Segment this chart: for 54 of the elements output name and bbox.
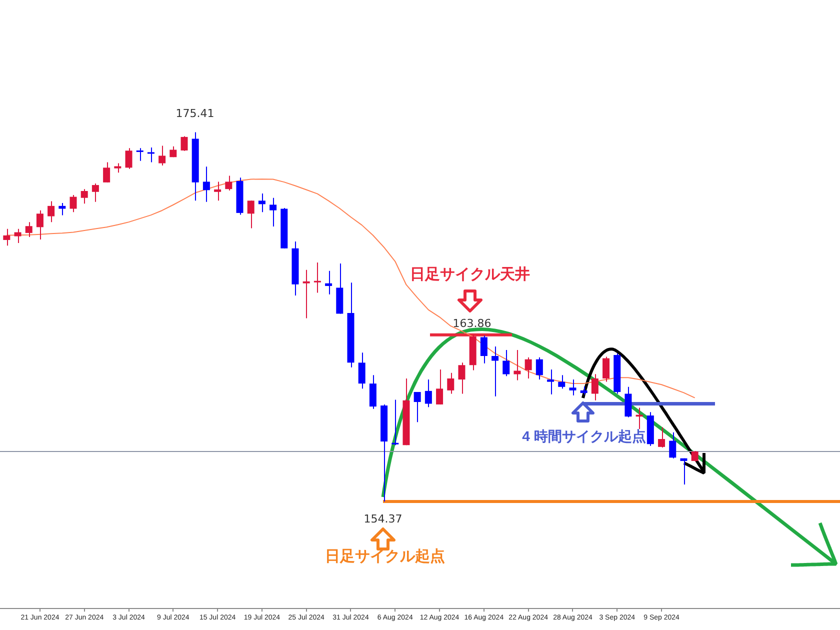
candlestick bbox=[669, 432, 676, 459]
candlestick bbox=[447, 372, 454, 394]
candlestick bbox=[514, 350, 521, 381]
candlestick bbox=[3, 228, 10, 246]
candlestick bbox=[392, 399, 399, 446]
annotation: 4 時間サイクル起点 bbox=[522, 428, 646, 444]
candlestick bbox=[302, 269, 310, 319]
candlestick bbox=[114, 162, 122, 174]
text: 日足サイクル起点 bbox=[325, 548, 445, 566]
candlestick bbox=[502, 350, 510, 377]
candlestick bbox=[691, 450, 698, 462]
annotation: 日足サイクル天井 bbox=[410, 266, 530, 284]
candlestick bbox=[70, 194, 77, 213]
candlestick bbox=[480, 335, 488, 364]
candlestick bbox=[258, 192, 266, 213]
candlestick bbox=[591, 374, 598, 401]
candlestick bbox=[492, 346, 499, 397]
candlestick bbox=[202, 166, 210, 202]
candlestick bbox=[436, 369, 444, 405]
candlestick bbox=[624, 386, 632, 418]
candlestick bbox=[569, 379, 576, 396]
candlestick bbox=[125, 148, 132, 170]
candlestick bbox=[247, 200, 254, 229]
candlestick bbox=[158, 145, 166, 166]
candlestick bbox=[558, 374, 566, 390]
candlestick bbox=[314, 262, 321, 294]
candlestick bbox=[270, 197, 277, 227]
annotation: 163.86 bbox=[452, 316, 492, 330]
candlestick bbox=[602, 356, 610, 382]
candlestick bbox=[92, 182, 99, 202]
candlestick bbox=[369, 374, 376, 410]
candlestick bbox=[25, 222, 32, 238]
candlestick bbox=[103, 162, 110, 183]
candlestick bbox=[458, 362, 466, 394]
candlestick bbox=[136, 148, 144, 162]
candlestick bbox=[225, 175, 232, 191]
candlestick bbox=[536, 356, 543, 380]
annotation: 154.37 bbox=[364, 512, 402, 526]
candlestick bbox=[424, 379, 432, 408]
candlestick bbox=[147, 146, 154, 163]
candlestick bbox=[80, 188, 88, 204]
candlestick bbox=[180, 136, 188, 152]
candlestick bbox=[48, 200, 55, 223]
candlestick bbox=[14, 228, 22, 244]
candlestick bbox=[214, 181, 222, 202]
candlestick bbox=[547, 369, 554, 395]
annotation: 175.41 bbox=[176, 107, 214, 120]
candlestick bbox=[524, 356, 532, 379]
candlestick bbox=[680, 458, 688, 485]
candlestick bbox=[325, 270, 332, 295]
candlestick bbox=[658, 426, 666, 448]
candlestick bbox=[414, 391, 421, 423]
candlestick bbox=[358, 352, 366, 390]
candlestick bbox=[36, 210, 44, 240]
